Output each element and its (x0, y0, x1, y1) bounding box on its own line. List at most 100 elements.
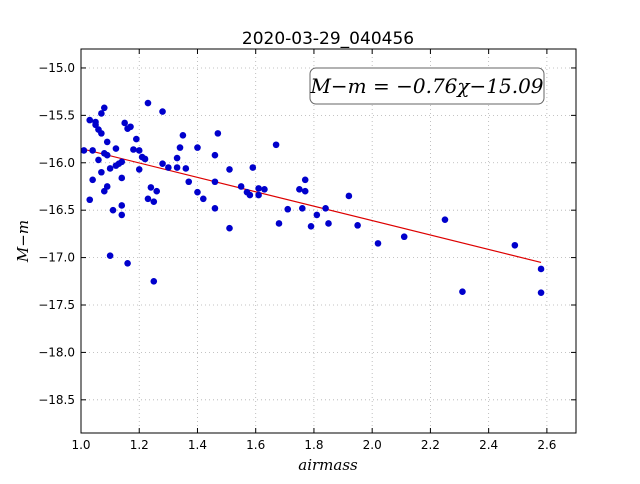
data-point (173, 164, 181, 171)
y-tick-label: −18.0 (38, 345, 75, 359)
data-point (214, 130, 222, 137)
data-point (135, 166, 143, 173)
data-point (106, 165, 114, 172)
y-axis-label: M−m (14, 220, 32, 263)
y-tick-label: −16.5 (38, 203, 75, 217)
data-point (173, 154, 181, 162)
data-point (441, 216, 449, 223)
x-tick-label: 1.0 (71, 438, 90, 452)
data-point (159, 160, 166, 168)
data-point (322, 204, 329, 212)
data-point (118, 211, 126, 219)
data-point (255, 185, 262, 192)
data-point (121, 119, 128, 127)
data-point (100, 187, 108, 195)
data-point (261, 186, 268, 193)
data-point (144, 195, 152, 203)
y-tick-label: −18.5 (38, 393, 75, 407)
data-point (313, 211, 321, 219)
data-point (89, 176, 96, 184)
data-point (103, 183, 111, 190)
data-point (98, 110, 105, 117)
data-point (153, 187, 161, 195)
fit-line-layer (80, 147, 542, 263)
data-point (103, 138, 111, 146)
x-tick-label: 1.6 (246, 438, 265, 452)
data-point (226, 166, 233, 173)
data-point (95, 156, 102, 164)
y-tick-label: −17.5 (38, 298, 75, 312)
x-tick-label: 2.2 (421, 438, 440, 452)
data-point (89, 147, 96, 154)
data-point (246, 191, 254, 199)
plot-frame (80, 48, 577, 434)
data-point (109, 206, 117, 214)
data-point (272, 141, 280, 149)
data-point (194, 188, 201, 196)
chart-title: 2020-03-29_040456 (242, 29, 414, 49)
data-point (179, 131, 187, 139)
x-tick-label: 2.4 (479, 438, 498, 452)
data-point (374, 240, 382, 247)
x-tick-label: 1.2 (130, 438, 149, 452)
data-point (226, 224, 233, 232)
data-point (112, 145, 120, 152)
data-point (98, 130, 105, 137)
fit-line (80, 147, 542, 263)
data-point (133, 135, 140, 143)
data-point (296, 186, 303, 193)
data-point (98, 168, 105, 176)
data-point (86, 116, 94, 124)
data-point (141, 155, 149, 163)
data-point (182, 165, 190, 172)
data-point (144, 99, 152, 107)
y-tick-label: −15.0 (38, 61, 75, 75)
data-point (135, 147, 143, 154)
data-point (298, 204, 306, 212)
x-tick-label: 2.6 (537, 438, 556, 452)
data-point (118, 202, 126, 209)
data-point (255, 191, 262, 199)
data-point (103, 151, 111, 159)
data-point (124, 259, 131, 267)
x-axis-ticks: 1.0 1.2 1.4 1.6 1.8 2.0 2.2 2.4 2.6 (71, 49, 556, 452)
data-point (159, 108, 166, 115)
x-tick-label: 1.8 (304, 438, 323, 452)
data-point (511, 241, 519, 249)
y-tick-label: −16.0 (38, 156, 75, 170)
x-tick-label: 1.4 (188, 438, 207, 452)
data-point (118, 158, 126, 166)
data-point (400, 233, 408, 241)
data-point (106, 252, 114, 259)
data-point (176, 144, 184, 151)
x-axis-label: airmass (298, 456, 358, 474)
data-point (211, 178, 219, 186)
data-point (130, 146, 137, 153)
data-point (80, 147, 88, 154)
data-point (325, 220, 332, 227)
data-point (211, 151, 219, 159)
data-point (307, 223, 315, 230)
data-point (459, 288, 466, 296)
data-point (150, 277, 158, 285)
y-tick-label: −15.5 (38, 108, 75, 122)
data-point (237, 183, 245, 190)
data-point (92, 118, 99, 126)
data-point (118, 174, 126, 182)
data-point (301, 187, 309, 195)
data-point (185, 178, 193, 186)
data-point (211, 204, 219, 212)
data-point (284, 205, 292, 213)
data-point (150, 198, 158, 205)
data-point (165, 164, 172, 171)
data-point (100, 104, 108, 112)
data-point (86, 196, 94, 204)
grid-lines (80, 49, 576, 433)
y-axis-ticks: −15.0 −15.5 −16.0 −16.5 −17.0 −17.5 −18.0 −18.5 (38, 61, 576, 407)
data-point (147, 184, 155, 191)
y-tick-label: −17.0 (38, 251, 75, 265)
data-point (537, 265, 545, 273)
annotation-box: M−m = −0.76χ−15.09 (309, 67, 545, 105)
